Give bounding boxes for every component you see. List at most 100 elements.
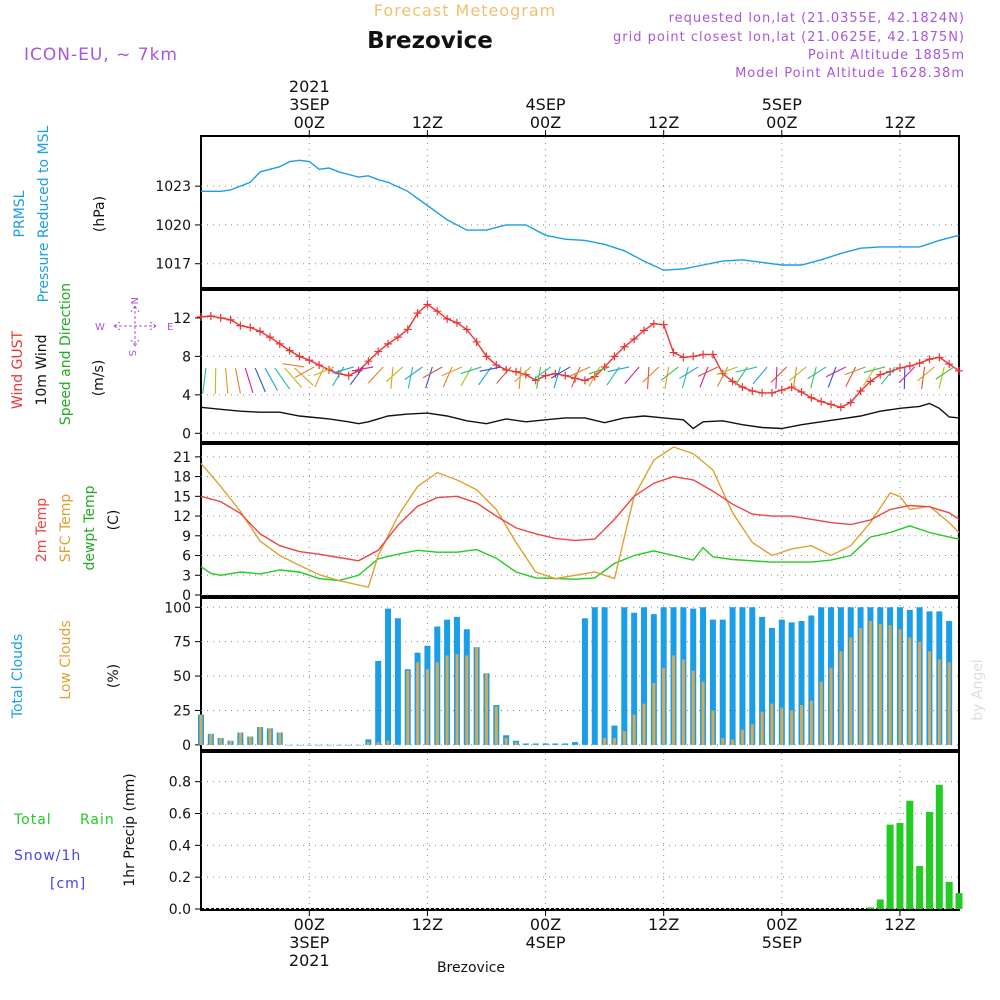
prmsl-label: PRMSL (12, 190, 28, 237)
low-cloud-bar (376, 742, 380, 745)
wind-arrow (571, 366, 581, 388)
gust-marker (443, 314, 452, 323)
compass-w: W (95, 322, 105, 333)
y-tick-label: 4 (182, 388, 191, 404)
wind-arrow (442, 366, 453, 388)
gust-marker (955, 366, 963, 375)
wind-arrow (699, 366, 709, 388)
gust-marker (236, 321, 245, 330)
total-cloud-bar (719, 619, 726, 745)
gust-marker (836, 403, 845, 412)
y-tick-label: 12 (173, 509, 191, 525)
low-cloud-bar (672, 655, 676, 745)
wind-arrow (863, 366, 886, 374)
gust-marker (689, 352, 698, 361)
total-cloud-bar (522, 743, 529, 745)
low-cloud-bar (248, 736, 252, 745)
low-cloud-bar (514, 742, 518, 745)
low-cloud-bar (839, 651, 843, 745)
gust-marker (433, 307, 442, 316)
low-cloud-bar (908, 637, 912, 745)
time-label-top: 5SEP (762, 95, 802, 114)
gust-marker (216, 313, 225, 322)
gust-marker (925, 355, 934, 364)
low-cloud-bar (750, 724, 754, 745)
cloud-labels: Total Clouds Low Clouds (%) (10, 620, 122, 719)
total-cloud-bar (316, 744, 323, 746)
gust-marker (817, 397, 826, 406)
total-cloud-bar (355, 744, 362, 746)
wind-arrow (532, 366, 551, 381)
plot-layer: 20213SEP00Z00Z3SEP202112Z12Z4SEP00Z00Z4S… (155, 77, 963, 970)
gust-marker (797, 387, 806, 396)
gust-marker (246, 323, 255, 332)
low-cloud-bar (918, 641, 922, 745)
total-cloud-bar (601, 607, 608, 745)
temp-panel (200, 443, 960, 597)
gust-marker (413, 309, 422, 318)
snow-label: Snow/1h (14, 848, 81, 864)
low-cloud-bar (711, 710, 715, 745)
gust-marker (610, 352, 619, 361)
total-cloud-bar (818, 607, 825, 745)
total-cloud-bar (581, 618, 588, 745)
wind-arrow (647, 366, 650, 389)
gust-marker (846, 398, 855, 407)
compass-n: N (128, 297, 139, 304)
total-cloud-bar (808, 615, 815, 745)
y-tick-label: 12 (173, 311, 191, 327)
time-label-top: 3SEP (289, 95, 329, 114)
total-clouds-label: Total Clouds (10, 634, 26, 719)
low-cloud-bar (465, 655, 469, 745)
wind-arrow (332, 366, 354, 374)
total-cloud-bar (375, 660, 382, 745)
low-cloud-bar (484, 673, 488, 745)
gust-marker (256, 327, 265, 336)
y-tick-label: 6 (182, 549, 191, 565)
gust-marker (393, 333, 402, 342)
wind-arrow (938, 366, 945, 389)
gust-marker (945, 360, 954, 369)
total-cloud-bar (562, 743, 569, 745)
gust-marker (364, 357, 373, 366)
gust-marker (767, 388, 776, 397)
y-tick-label: 21 (173, 450, 191, 466)
dewpt-label: dewpt Temp (82, 485, 98, 570)
y-tick-label: 15 (173, 489, 191, 505)
y-tick-label: 0.6 (169, 806, 191, 822)
y-tick-label: 25 (173, 703, 191, 719)
chart-title: Forecast Meteogram (374, 1, 556, 20)
pressure-label: Pressure Reduced to MSL (36, 125, 52, 302)
series-line-2m-temp (200, 475, 960, 562)
point-altitude: Point Altitude 1885m (808, 48, 965, 63)
low-cloud-bar (238, 732, 242, 745)
series-line-dewpt-temp (200, 525, 960, 582)
low-cloud-bar (927, 651, 931, 745)
wind-arrow (460, 366, 473, 387)
low-cloud-bar (947, 662, 951, 745)
model-label: ICON-EU, ~ 7km (24, 45, 178, 65)
compass-cross (113, 305, 157, 347)
wind-arrow (425, 366, 433, 389)
wind-dir-label: Speed and Direction (58, 283, 74, 425)
total-cloud-bar (798, 621, 805, 745)
wind-arrow (404, 366, 423, 381)
gust-marker (728, 377, 737, 386)
gust-marker (423, 300, 432, 309)
gust-label: Wind GUST (10, 330, 26, 409)
low-cloud-bar (416, 662, 420, 745)
series-line-10m-wind (200, 402, 960, 430)
wind-labels: Wind GUST 10m Wind Speed and Direction (… (10, 283, 107, 425)
wind-arrow (441, 366, 463, 377)
wind-arrow (788, 366, 807, 382)
wind-arrow (660, 366, 679, 381)
gust-marker (886, 367, 895, 376)
low-cloud-bar (770, 703, 774, 745)
wind-panel (200, 289, 960, 443)
low-cloud-bar (445, 655, 449, 745)
wind-arrow (810, 366, 817, 389)
wind-arrow (827, 366, 837, 388)
gust-marker (895, 363, 904, 372)
low-cloud-bar (278, 732, 282, 745)
total-cloud-bar (631, 612, 638, 745)
